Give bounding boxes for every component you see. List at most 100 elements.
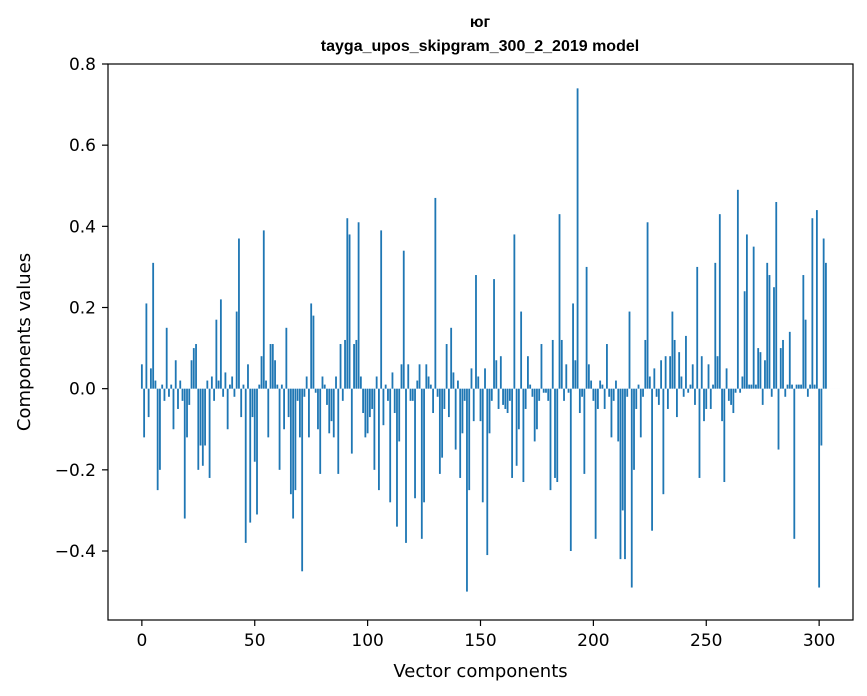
bar-274 xyxy=(759,352,762,389)
bar-44 xyxy=(240,388,243,418)
bar-87 xyxy=(337,388,340,474)
bar-128 xyxy=(429,384,432,389)
bar-301 xyxy=(820,388,823,446)
bar-254 xyxy=(714,262,717,389)
bar-296 xyxy=(809,384,812,389)
bar-63 xyxy=(283,388,285,430)
bar-214 xyxy=(624,388,626,560)
bar-10 xyxy=(163,388,166,401)
x-tick-label: 100 xyxy=(351,631,383,651)
bar-72 xyxy=(303,388,306,397)
bar-65 xyxy=(287,388,290,418)
bar-203 xyxy=(599,380,602,389)
bar-291 xyxy=(797,384,800,389)
bar-109 xyxy=(387,388,389,401)
bar-86 xyxy=(335,376,337,389)
bar-267 xyxy=(743,291,746,389)
chart-title: юг xyxy=(470,14,491,31)
bar-197 xyxy=(585,266,588,389)
bar-227 xyxy=(653,368,656,389)
bar-1 xyxy=(143,388,146,438)
bar-15 xyxy=(174,360,177,389)
bar-253 xyxy=(712,384,714,389)
bar-9 xyxy=(161,384,164,389)
bar-247 xyxy=(698,388,701,478)
bar-208 xyxy=(610,388,613,438)
bar-150 xyxy=(479,388,482,422)
bar-41 xyxy=(233,388,236,397)
bar-179 xyxy=(545,388,547,393)
bar-67 xyxy=(292,388,295,519)
bar-133 xyxy=(441,388,444,458)
bar-156 xyxy=(493,279,495,389)
bar-115 xyxy=(400,364,403,389)
bar-210 xyxy=(615,380,617,389)
bar-120 xyxy=(411,388,414,401)
bar-88 xyxy=(339,344,342,389)
bar-284 xyxy=(782,339,784,389)
bar-237 xyxy=(676,388,678,418)
bar-59 xyxy=(274,360,276,389)
bar-176 xyxy=(538,388,541,401)
bar-43 xyxy=(238,238,240,389)
bar-7 xyxy=(156,388,159,491)
bar-81 xyxy=(323,384,326,389)
bar-36 xyxy=(222,388,225,397)
bar-292 xyxy=(800,384,802,389)
bar-116 xyxy=(402,250,405,389)
bar-32 xyxy=(213,388,216,401)
bar-127 xyxy=(427,376,430,389)
bar-178 xyxy=(542,388,545,393)
bar-206 xyxy=(606,344,608,389)
bar-148 xyxy=(475,275,477,389)
bar-171 xyxy=(527,356,529,389)
bar-293 xyxy=(802,275,805,389)
bar-50 xyxy=(253,388,256,462)
bar-0 xyxy=(140,364,143,389)
bar-4 xyxy=(149,368,152,389)
bar-186 xyxy=(560,339,563,389)
bar-168 xyxy=(520,311,523,389)
bar-277 xyxy=(766,262,769,389)
bar-275 xyxy=(761,388,764,405)
bar-280 xyxy=(773,287,775,389)
bar-223 xyxy=(644,339,647,389)
bar-112 xyxy=(393,388,396,414)
bar-11 xyxy=(165,327,168,389)
bar-265 xyxy=(739,388,742,393)
bar-129 xyxy=(432,388,434,414)
bar-189 xyxy=(567,388,570,393)
bar-20 xyxy=(186,388,188,438)
bar-283 xyxy=(779,348,782,389)
bar-126 xyxy=(425,364,428,389)
y-tick-label: −0.4 xyxy=(55,542,96,562)
bar-93 xyxy=(350,388,353,454)
bar-278 xyxy=(768,275,771,389)
bar-34 xyxy=(217,380,220,389)
bar-302 xyxy=(822,238,825,389)
bar-170 xyxy=(524,388,527,409)
bar-21 xyxy=(188,388,191,405)
x-tick-label: 0 xyxy=(136,631,147,651)
bar-121 xyxy=(414,388,416,499)
bar-230 xyxy=(660,360,663,389)
bar-219 xyxy=(635,388,638,409)
bar-218 xyxy=(633,388,635,470)
bar-18 xyxy=(181,388,184,401)
bar-68 xyxy=(294,388,297,491)
bar-2 xyxy=(145,303,148,389)
bar-258 xyxy=(723,388,726,483)
bar-61 xyxy=(278,388,281,470)
bar-13 xyxy=(170,384,173,389)
bar-85 xyxy=(332,388,335,438)
bar-14 xyxy=(172,388,175,430)
bar-76 xyxy=(312,315,315,389)
x-tick-label: 150 xyxy=(464,631,496,651)
bar-259 xyxy=(725,368,728,389)
bar-187 xyxy=(563,388,565,401)
bar-136 xyxy=(447,388,450,418)
bar-69 xyxy=(296,388,299,401)
bar-193 xyxy=(576,88,579,389)
bar-29 xyxy=(206,380,209,389)
